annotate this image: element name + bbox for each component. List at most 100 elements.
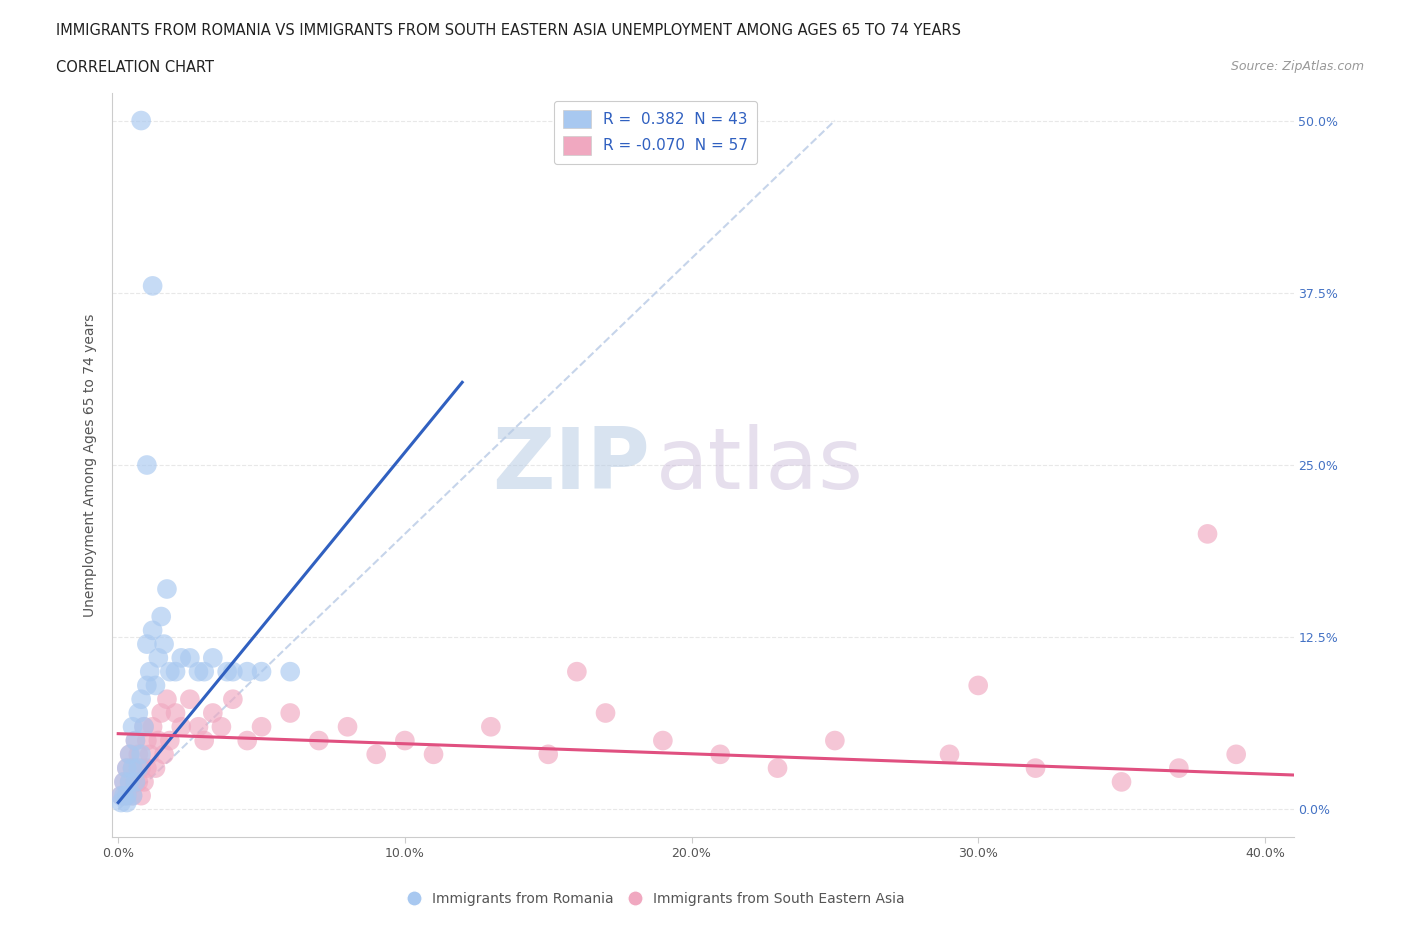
Point: [278, 664, 301, 679]
Point: [170, 719, 193, 734]
Text: Source: ZipAtlas.com: Source: ZipAtlas.com: [1230, 60, 1364, 73]
Point: [824, 733, 846, 748]
Point: [110, 795, 132, 810]
Point: [165, 664, 187, 679]
Point: [142, 278, 165, 293]
Point: [159, 664, 181, 679]
Point: [135, 637, 157, 652]
Point: [145, 678, 167, 693]
Point: [121, 789, 143, 804]
Point: [124, 733, 146, 748]
Point: [127, 706, 149, 721]
Point: [222, 664, 245, 679]
Point: [129, 692, 152, 707]
Point: [145, 761, 167, 776]
Text: atlas: atlas: [655, 423, 863, 507]
Point: [121, 719, 143, 734]
Point: [129, 747, 152, 762]
Point: [187, 719, 209, 734]
Point: [366, 747, 388, 762]
Point: [127, 775, 149, 790]
Point: [308, 733, 330, 748]
Point: [394, 733, 416, 748]
Point: [153, 637, 176, 652]
Point: [217, 664, 239, 679]
Point: [148, 650, 170, 665]
Point: [148, 733, 170, 748]
Point: [129, 761, 152, 776]
Point: [132, 719, 155, 734]
Point: [127, 761, 149, 776]
Point: [1225, 747, 1247, 762]
Point: [124, 733, 146, 748]
Point: [127, 747, 149, 762]
Point: [709, 747, 731, 762]
Point: [651, 733, 673, 748]
Point: [115, 761, 138, 776]
Point: [118, 747, 141, 762]
Point: [150, 609, 173, 624]
Point: [118, 775, 141, 790]
Text: CORRELATION CHART: CORRELATION CHART: [56, 60, 214, 75]
Point: [236, 733, 259, 748]
Point: [479, 719, 502, 734]
Point: [135, 733, 157, 748]
Point: [121, 789, 143, 804]
Point: [1025, 761, 1047, 776]
Point: [165, 706, 187, 721]
Point: [112, 775, 135, 790]
Point: [250, 719, 273, 734]
Point: [142, 719, 165, 734]
Point: [132, 719, 155, 734]
Point: [201, 706, 224, 721]
Point: [112, 789, 135, 804]
Point: [537, 747, 560, 762]
Y-axis label: Unemployment Among Ages 65 to 74 years: Unemployment Among Ages 65 to 74 years: [83, 313, 97, 617]
Point: [179, 650, 201, 665]
Point: [1167, 761, 1189, 776]
Point: [110, 789, 132, 804]
Point: [422, 747, 444, 762]
Text: ZIP: ZIP: [492, 423, 650, 507]
Point: [135, 761, 157, 776]
Point: [121, 761, 143, 776]
Point: [124, 775, 146, 790]
Point: [110, 789, 132, 804]
Point: [132, 775, 155, 790]
Point: [129, 113, 152, 128]
Point: [118, 747, 141, 762]
Point: [278, 706, 301, 721]
Point: [156, 581, 179, 596]
Point: [250, 664, 273, 679]
Point: [170, 650, 193, 665]
Point: [135, 678, 157, 693]
Point: [139, 664, 162, 679]
Point: [121, 761, 143, 776]
Point: [129, 789, 152, 804]
Point: [115, 789, 138, 804]
Point: [156, 692, 179, 707]
Point: [124, 775, 146, 790]
Point: [153, 747, 176, 762]
Point: [187, 664, 209, 679]
Point: [135, 458, 157, 472]
Point: [193, 733, 215, 748]
Legend: Immigrants from Romania, Immigrants from South Eastern Asia: Immigrants from Romania, Immigrants from…: [402, 887, 910, 912]
Point: [115, 789, 138, 804]
Point: [1111, 775, 1133, 790]
Point: [236, 664, 259, 679]
Point: [201, 650, 224, 665]
Point: [565, 664, 588, 679]
Point: [142, 623, 165, 638]
Point: [193, 664, 215, 679]
Point: [139, 747, 162, 762]
Point: [179, 692, 201, 707]
Point: [938, 747, 960, 762]
Point: [112, 775, 135, 790]
Point: [118, 775, 141, 790]
Point: [159, 733, 181, 748]
Point: [1197, 526, 1219, 541]
Point: [766, 761, 789, 776]
Point: [209, 719, 232, 734]
Point: [222, 692, 245, 707]
